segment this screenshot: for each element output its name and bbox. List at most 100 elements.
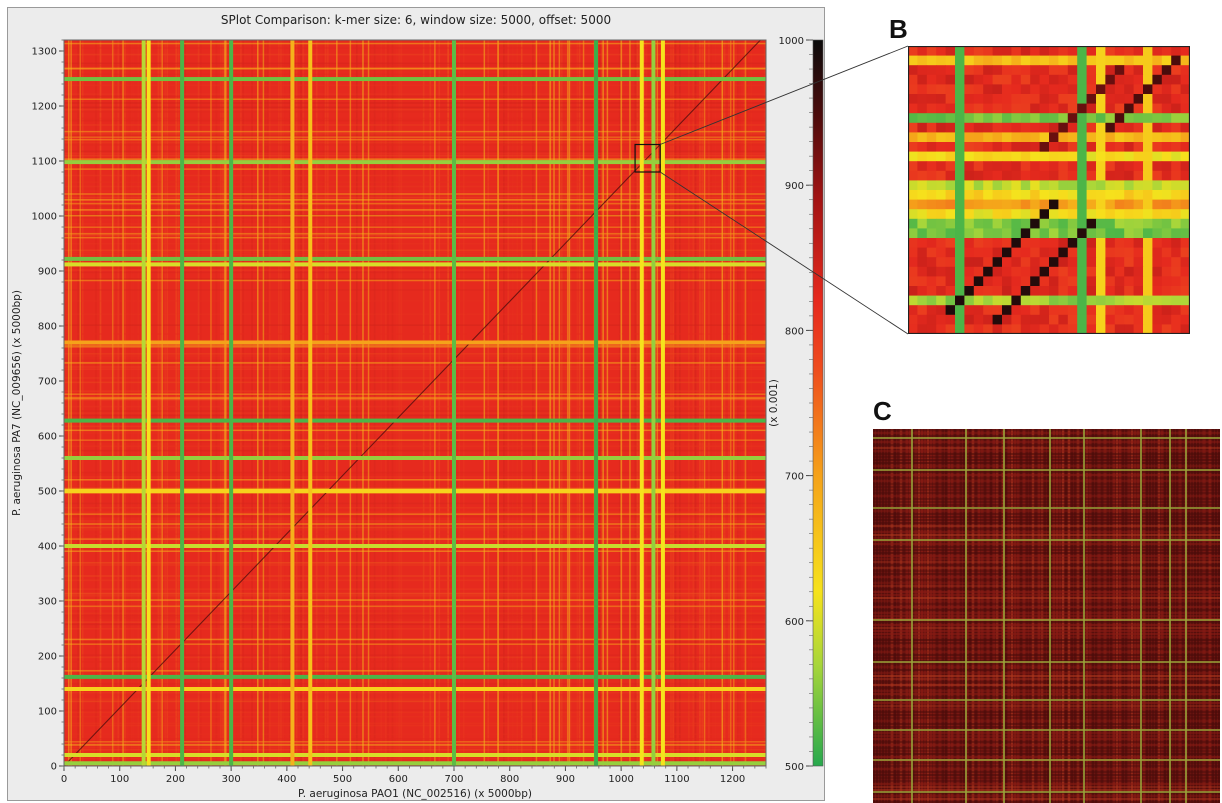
texture-row: [64, 715, 766, 718]
texture-row: [873, 744, 1220, 746]
heatmap-cell: [1114, 122, 1125, 133]
low-similarity-row: [64, 340, 766, 345]
heatmap-cell: [983, 190, 993, 200]
texture-column: [1209, 429, 1211, 803]
texture-column: [465, 40, 467, 766]
heatmap-cell: [1067, 122, 1078, 133]
heatmap-cell: [1124, 161, 1134, 172]
heatmap-cell: [1161, 228, 1172, 239]
heatmap-cell: [1039, 218, 1050, 229]
heatmap-cell: [964, 180, 975, 191]
heatmap-cell: [1114, 238, 1125, 248]
low-similarity-column: [639, 40, 644, 766]
heatmap-cell: [1180, 247, 1190, 258]
heatmap-cell: [1114, 286, 1125, 296]
heatmap-cell: [1030, 324, 1040, 334]
heatmap-cell: [1086, 276, 1097, 287]
heatmap-cell: [1067, 305, 1078, 316]
heatmap-cell: [1039, 228, 1050, 239]
low-similarity-row: [64, 256, 766, 261]
heatmap-cell: [1171, 132, 1181, 143]
heatmap-cell: [1096, 218, 1106, 229]
heatmap-cell: [1030, 314, 1040, 325]
highlight-column: [1169, 429, 1171, 803]
minor-row: [64, 429, 766, 432]
texture-column: [322, 40, 325, 766]
heatmap-cell: [945, 199, 956, 210]
heatmap-cell: [1077, 295, 1087, 306]
texture-column: [222, 40, 224, 766]
heatmap-cell: [1143, 314, 1153, 325]
texture-column: [1137, 429, 1139, 803]
texture-row: [873, 537, 1220, 539]
heatmap-cell: [964, 295, 975, 306]
heatmap-cell: [1011, 151, 1022, 162]
heatmap-cell: [983, 74, 993, 85]
texture-row: [873, 711, 1220, 713]
texture-row: [873, 723, 1220, 725]
texture-column: [882, 429, 884, 803]
texture-row: [64, 410, 766, 412]
heatmap-cell: [1133, 218, 1144, 229]
heatmap-cell: [983, 142, 993, 152]
heatmap-cell: [973, 65, 984, 76]
texture-column: [761, 40, 764, 766]
minor-column: [70, 40, 72, 766]
heatmap-cell: [964, 190, 975, 200]
heatmap-cell: [1152, 247, 1163, 258]
heatmap-cell: [1067, 266, 1078, 277]
texture-column: [978, 429, 980, 803]
heatmap-cell: [1020, 266, 1031, 277]
texture-column: [282, 40, 285, 766]
heatmap-cell: [936, 103, 946, 114]
heatmap-cell: [1124, 46, 1134, 56]
texture-column: [505, 40, 507, 766]
heatmap-cell: [1058, 295, 1069, 306]
heatmap-cell: [992, 286, 1003, 296]
heatmap-cell: [1180, 199, 1190, 210]
heatmap-cell: [964, 84, 975, 95]
heatmap-cell: [1105, 170, 1116, 181]
texture-column: [643, 40, 646, 766]
heatmap-cell: [1180, 142, 1190, 152]
heatmap-cell: [983, 170, 993, 181]
texture-row: [64, 757, 766, 760]
minor-column: [79, 40, 82, 766]
texture-row: [873, 447, 1220, 449]
heatmap-cell: [1143, 132, 1153, 143]
chart-title: SPlot Comparison: k-mer size: 6, window …: [220, 13, 612, 27]
heatmap-cell: [964, 324, 975, 334]
heatmap-cell: [964, 228, 975, 239]
heatmap-cell: [1152, 55, 1163, 66]
texture-column: [1122, 429, 1124, 803]
heatmap-cell: [964, 132, 975, 143]
texture-row: [873, 522, 1220, 524]
heatmap-cell: [1152, 65, 1163, 76]
texture-column: [900, 429, 902, 803]
texture-column: [636, 40, 639, 766]
diagonal-cell: [1049, 199, 1059, 210]
heatmap-cell: [917, 199, 928, 210]
texture-column: [315, 40, 318, 766]
texture-row: [64, 660, 766, 663]
heatmap-cell: [955, 276, 965, 287]
heatmap-cell: [1152, 74, 1163, 85]
heatmap-cell: [1105, 276, 1116, 287]
x-axis-label: P. aeruginosa PAO1 (NC_002516) (x 5000bp…: [298, 788, 532, 800]
heatmap-cell: [1180, 180, 1190, 191]
x-tick-label: 200: [166, 774, 185, 785]
texture-row: [64, 667, 766, 670]
texture-column: [679, 40, 681, 766]
heatmap-cell: [983, 180, 993, 191]
heatmap-cell: [1058, 132, 1069, 143]
heatmap-cell: [1133, 151, 1144, 162]
texture-row: [64, 627, 766, 630]
y-axis-label: P. aeruginosa PA7 (NC_009656) (x 5000bp): [11, 290, 23, 516]
heatmap-cell: [1030, 266, 1040, 277]
heatmap-cell: [1020, 257, 1031, 268]
heatmap-cell: [1039, 94, 1050, 104]
texture-row: [64, 62, 766, 65]
heatmap-cell: [936, 132, 946, 143]
heatmap-cell: [964, 94, 975, 104]
heatmap-cell: [917, 228, 928, 239]
